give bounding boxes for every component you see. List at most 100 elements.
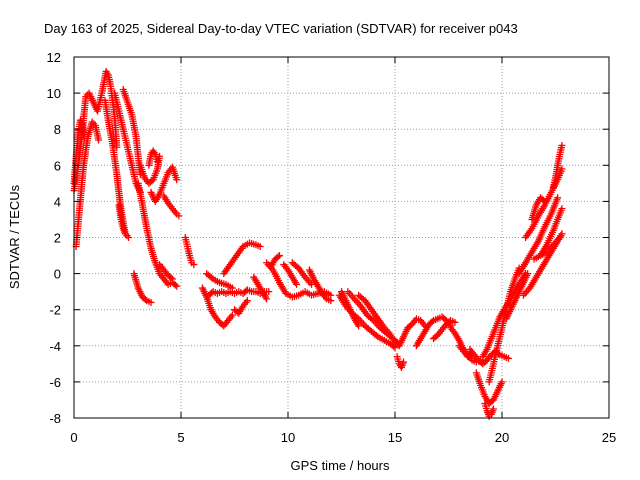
data-point [368, 315, 376, 323]
data-point [175, 212, 183, 220]
data-point [81, 134, 89, 142]
x-tick-label: 20 [495, 430, 509, 445]
data-point [428, 318, 436, 326]
data-point [141, 295, 149, 303]
series-trace-3 [70, 116, 89, 187]
series-trace-14 [156, 261, 176, 283]
data-point [400, 358, 408, 366]
y-tick-label: -4 [49, 339, 61, 354]
series-trace-5 [111, 89, 144, 196]
series-trace-30 [355, 291, 395, 339]
data-point [293, 280, 301, 288]
series-trace-2 [72, 118, 103, 251]
series-trace-43 [515, 194, 562, 278]
series-trace-48 [549, 141, 566, 191]
x-tick-label: 25 [602, 430, 616, 445]
grid-lines [74, 57, 609, 418]
series-trace-47 [537, 205, 566, 260]
data-point [327, 297, 335, 305]
data-point [275, 252, 283, 260]
series-trace-13 [130, 270, 155, 306]
data-point [256, 243, 264, 251]
data-point [173, 282, 181, 290]
y-tick-label: 0 [54, 267, 61, 282]
data-point [558, 141, 566, 149]
data-point [228, 284, 236, 292]
series-trace-10 [147, 163, 181, 205]
series-trace-37 [466, 345, 512, 368]
data-point [274, 253, 282, 261]
series-trace-34 [430, 317, 459, 343]
series-trace-11 [160, 192, 183, 220]
series-trace-17 [205, 286, 273, 299]
data-point [541, 197, 549, 205]
data-point [558, 205, 566, 213]
data-point [372, 331, 380, 339]
series-trace-38 [472, 369, 506, 408]
series-trace-15 [181, 234, 198, 269]
data-point [387, 331, 395, 339]
x-tick-label: 0 [70, 430, 77, 445]
data-points [70, 67, 566, 420]
data-point [147, 298, 155, 306]
series-trace-16 [198, 284, 236, 330]
data-point [207, 274, 215, 282]
series-trace-32 [393, 353, 408, 371]
series-trace-9 [145, 147, 161, 169]
x-tick-labels: 0 5 10 15 20 25 [70, 430, 616, 445]
series-trace-21 [250, 273, 271, 303]
y-tick-labels: -8 -6 -4 -2 0 2 4 6 8 10 12 [47, 50, 61, 426]
series-trace-12 [134, 179, 181, 290]
y-tick-label: -6 [49, 375, 61, 390]
data-point [228, 311, 236, 319]
data-point [263, 295, 271, 303]
data-point [190, 261, 198, 269]
data-point [554, 194, 562, 202]
axis-ticks [73, 56, 610, 419]
x-tick-label: 10 [281, 430, 295, 445]
x-axis-title: GPS time / hours [291, 458, 390, 473]
data-point [125, 234, 133, 241]
series-trace-19 [220, 239, 264, 278]
data-point [539, 196, 547, 204]
data-point [121, 230, 129, 238]
y-tick-label: 8 [54, 122, 61, 137]
data-point [504, 354, 512, 362]
data-point [243, 297, 251, 305]
series-trace-20 [231, 297, 251, 317]
series-trace-24 [280, 261, 301, 288]
y-tick-label: -8 [49, 411, 61, 426]
data-point [173, 176, 181, 184]
y-tick-label: 4 [54, 194, 61, 209]
series-trace-28 [338, 288, 363, 330]
data-point [171, 281, 179, 289]
series-trace-39 [481, 400, 497, 420]
data-point [355, 322, 363, 330]
data-point [498, 378, 506, 386]
data-point [558, 230, 566, 238]
data-point [265, 288, 273, 296]
series-trace-18 [203, 270, 236, 292]
data-point [153, 158, 161, 166]
series-trace-7 [115, 201, 129, 238]
y-tick-label: -2 [49, 303, 61, 318]
series-trace-8 [136, 152, 164, 187]
data-point [489, 405, 497, 413]
data-point [167, 274, 175, 282]
x-tick-label: 5 [177, 430, 184, 445]
y-tick-label: 6 [54, 158, 61, 173]
series-trace-23 [267, 252, 283, 270]
y-tick-label: 10 [47, 86, 61, 101]
data-point [95, 136, 103, 144]
data-point [451, 318, 459, 326]
series-trace-4 [101, 96, 133, 241]
data-point [168, 275, 176, 283]
y-tick-label: 12 [47, 50, 61, 65]
series-trace-49 [528, 194, 549, 223]
data-point [524, 270, 532, 278]
x-tick-label: 15 [388, 430, 402, 445]
y-axis-title: SDTVAR / TECUs [7, 184, 22, 289]
chart-title: Day 163 of 2025, Sidereal Day-to-day VTE… [44, 21, 518, 36]
series-trace-42 [502, 270, 532, 323]
